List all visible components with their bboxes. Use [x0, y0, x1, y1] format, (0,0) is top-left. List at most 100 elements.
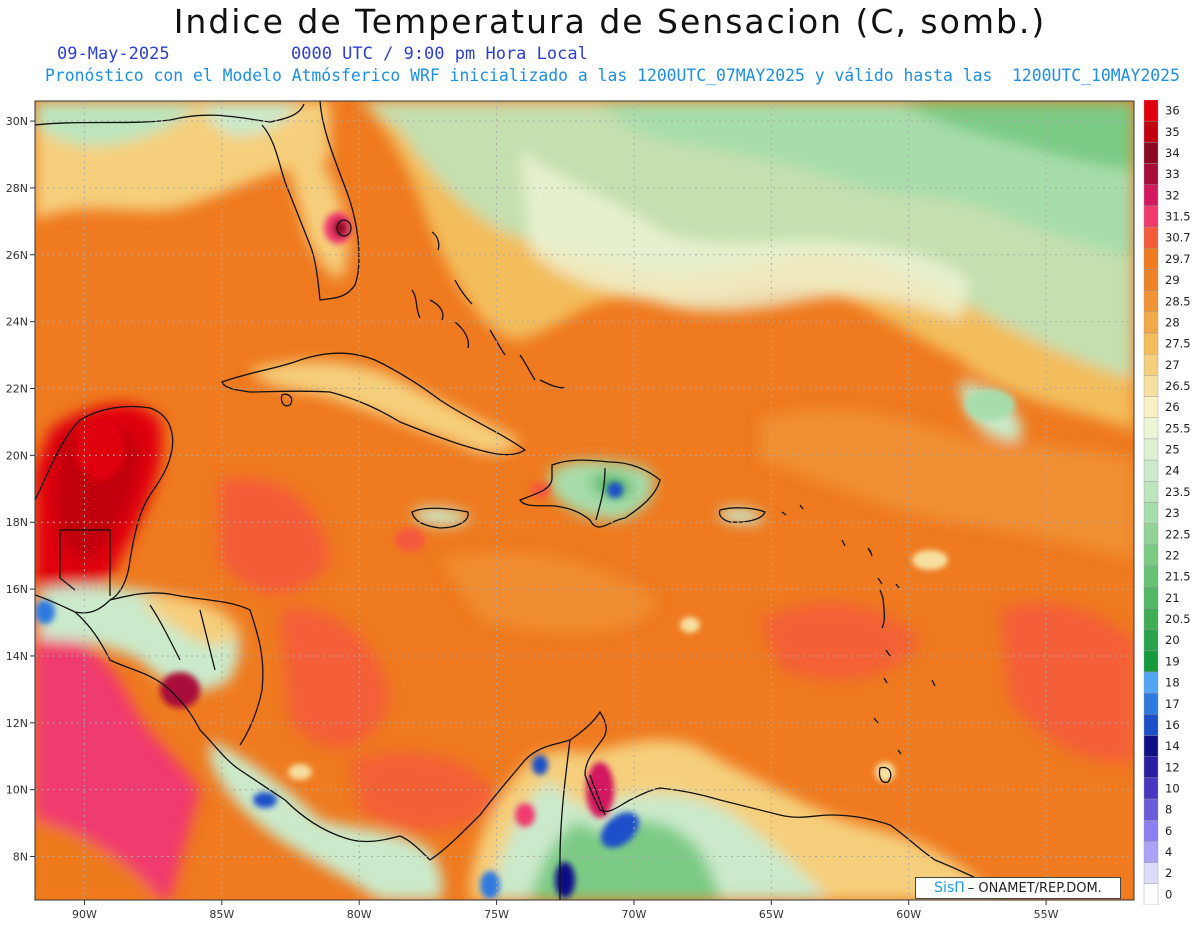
lat-label: 24N [6, 316, 28, 329]
lat-label: 28N [6, 182, 28, 195]
lon-label: 90W [72, 908, 97, 921]
lon-label: 85W [209, 908, 234, 921]
legend-swatch [1143, 311, 1159, 334]
legend-swatch [1143, 459, 1159, 482]
legend-label: 16 [1165, 718, 1180, 732]
legend-label: 12 [1165, 760, 1180, 774]
legend-swatch [1143, 100, 1159, 122]
legend-swatch [1143, 692, 1159, 715]
latitude-labels: 30N 28N 26N 24N 22N 20N 18N 16N 14N 12N 10N 8N [6, 115, 35, 864]
legend-swatch [1143, 417, 1159, 440]
heat-index-map: 90W 85W 80W 75W 70W 65W 60W 55W 30N 28N 26N 24N 22N… [6, 100, 1135, 921]
legend-label: 2 [1165, 866, 1172, 880]
graticule [35, 101, 1134, 900]
legend-label: 10 [1165, 781, 1180, 795]
legend-swatch [1143, 714, 1159, 736]
lat-label: 8N [13, 851, 28, 864]
legend-label: 29 [1165, 273, 1180, 287]
legend-label: 27 [1165, 358, 1180, 372]
legend-swatch [1143, 184, 1159, 207]
legend-swatch [1143, 226, 1159, 249]
legend-label: 14 [1165, 739, 1180, 753]
color-legend: 363534333231.530.729.72928.52827.52726.5… [1143, 100, 1191, 905]
legend-label: 31.5 [1165, 210, 1191, 224]
legend-swatch [1143, 544, 1159, 567]
legend-swatch [1143, 396, 1159, 418]
legend-label: 29.7 [1165, 252, 1191, 266]
lon-label: 60W [896, 908, 921, 921]
lat-label: 16N [6, 583, 28, 596]
legend-swatch [1143, 120, 1159, 143]
lat-label: 14N [6, 650, 28, 663]
legend-label: 26.5 [1165, 379, 1191, 393]
credit-badge: SisΠ – ONAMET/REP.DOM. [915, 877, 1121, 899]
legend-label: 33 [1165, 167, 1180, 181]
legend-label: 6 [1165, 824, 1172, 838]
field-detail [35, 212, 1015, 899]
legend-label: 32 [1165, 188, 1180, 202]
legend-swatches [1143, 100, 1159, 905]
legend-swatch [1143, 671, 1159, 694]
lon-label: 55W [1034, 908, 1059, 921]
legend-label: 19 [1165, 654, 1180, 668]
legend-swatch [1143, 841, 1159, 863]
legend-swatch [1143, 523, 1159, 546]
legend-label: 35 [1165, 125, 1180, 139]
legend-label: 26 [1165, 400, 1180, 414]
lat-label: 30N [6, 115, 28, 128]
legend-swatch [1143, 438, 1159, 461]
legend-label: 8 [1165, 803, 1172, 817]
legend-label: 28 [1165, 315, 1180, 329]
map-frame [34, 100, 1135, 901]
longitude-labels: 90W 85W 80W 75W 70W 65W 60W 55W [72, 900, 1059, 921]
legend-label: 18 [1165, 676, 1180, 690]
legend-label: 23.5 [1165, 485, 1191, 499]
lat-label: 22N [6, 383, 28, 396]
lat-label: 18N [6, 516, 28, 529]
legend-label: 34 [1165, 146, 1180, 160]
lon-label: 80W [347, 908, 372, 921]
legend-swatch [1143, 798, 1159, 821]
legend-swatch [1143, 883, 1159, 905]
credit-text: – ONAMET/REP.DOM. [967, 880, 1102, 896]
legend-swatch [1143, 629, 1159, 651]
legend-label: 21 [1165, 591, 1180, 605]
forecast-time: 0000 UTC / 9:00 pm Hora Local [291, 44, 588, 64]
legend-label: 36 [1165, 104, 1180, 118]
lat-label: 20N [6, 449, 28, 462]
legend-swatch [1143, 735, 1159, 757]
legend-label: 25 [1165, 443, 1180, 457]
legend-label: 27.5 [1165, 337, 1191, 351]
legend-swatch [1143, 756, 1159, 779]
lat-label: 26N [6, 249, 28, 262]
legend-swatch [1143, 205, 1159, 228]
lon-label: 70W [622, 908, 647, 921]
legend-swatch [1143, 608, 1159, 630]
legend-labels: 363534333231.530.729.72928.52827.52726.5… [1165, 104, 1191, 902]
legend-swatch [1143, 502, 1159, 524]
legend-label: 0 [1165, 887, 1172, 901]
legend-swatch [1143, 375, 1159, 397]
legend-label: 23 [1165, 506, 1180, 520]
legend-swatch [1143, 820, 1159, 842]
legend-swatch [1143, 862, 1159, 885]
legend-swatch [1143, 248, 1159, 270]
legend-label: 21.5 [1165, 570, 1191, 584]
legend-swatch [1143, 587, 1159, 609]
lat-label: 10N [6, 784, 28, 797]
legend-label: 22 [1165, 548, 1180, 562]
legend-swatch [1143, 650, 1159, 673]
forecast-date: 09-May-2025 [57, 44, 170, 64]
legend-swatch [1143, 163, 1159, 185]
legend-label: 17 [1165, 697, 1180, 711]
legend-swatch [1143, 481, 1159, 503]
map-panel: 90W 85W 80W 75W 70W 65W 60W 55W 30N 28N 26N 24N 22N… [6, 100, 1135, 921]
legend-swatch [1143, 269, 1159, 291]
lon-label: 65W [759, 908, 784, 921]
legend-label: 25.5 [1165, 421, 1191, 435]
legend-swatch [1143, 332, 1159, 355]
lat-label: 12N [6, 717, 28, 730]
legend-label: 28.5 [1165, 294, 1191, 308]
legend-label: 4 [1165, 845, 1172, 859]
legend-swatch [1143, 565, 1159, 588]
